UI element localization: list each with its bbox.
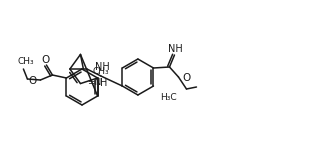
Text: H₃C: H₃C (160, 92, 176, 101)
Text: CH₃: CH₃ (93, 67, 109, 76)
Text: =N: =N (88, 78, 102, 87)
Text: O: O (182, 73, 191, 83)
Text: CH₃: CH₃ (17, 57, 34, 67)
Text: NH: NH (95, 62, 109, 72)
Text: O: O (28, 76, 36, 86)
Text: H: H (100, 78, 108, 88)
Text: O: O (41, 55, 50, 65)
Text: NH: NH (168, 44, 183, 54)
